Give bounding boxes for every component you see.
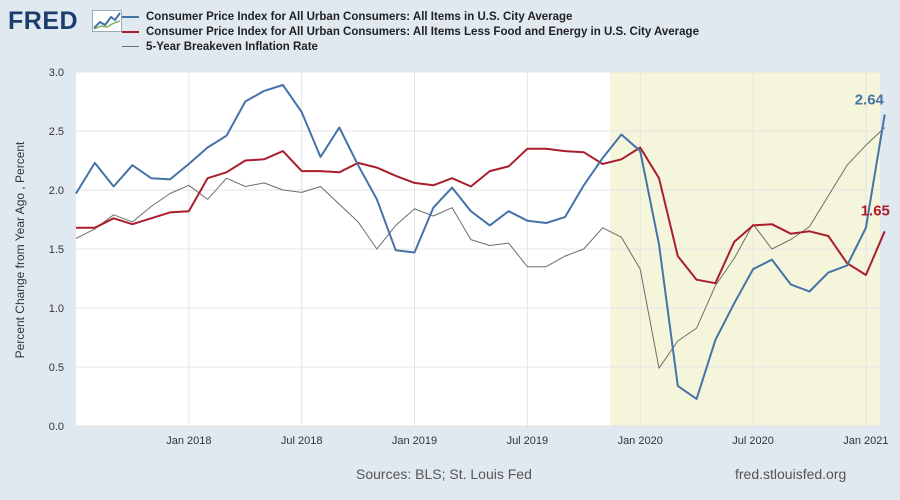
fred-logo-text: FRED [8, 7, 79, 35]
legend-swatch-core [122, 30, 139, 33]
legend-label-core: Consumer Price Index for All Urban Consu… [146, 25, 699, 38]
legend-item-core[interactable]: Consumer Price Index for All Urban Consu… [122, 24, 699, 39]
legend-label-breakeven: 5-Year Breakeven Inflation Rate [146, 40, 318, 53]
y-axis-label: Percent Change from Year Ago , Percent [13, 141, 27, 359]
legend-item-cpi[interactable]: Consumer Price Index for All Urban Consu… [122, 9, 699, 24]
sources-note: Sources: BLS; St. Louis Fed [356, 466, 532, 482]
x-tick-label: Jan 2021 [843, 435, 888, 447]
x-tick-label: Jan 2018 [166, 435, 211, 447]
x-tick-label: Jul 2020 [732, 435, 774, 447]
legend: Consumer Price Index for All Urban Consu… [122, 9, 699, 54]
line-graph-icon [92, 10, 122, 32]
x-tick-label: Jul 2018 [281, 435, 323, 447]
end-label-cpi: 2.64 [855, 91, 885, 108]
legend-swatch-cpi [122, 15, 139, 18]
site-link[interactable]: fred.stlouisfed.org [735, 466, 847, 482]
legend-item-breakeven[interactable]: 5-Year Breakeven Inflation Rate [122, 39, 699, 54]
y-tick-label: 2.5 [49, 126, 64, 138]
series-line-cpi[interactable] [75, 84, 886, 400]
legend-label-cpi: Consumer Price Index for All Urban Consu… [146, 10, 573, 23]
x-tick-label: Jan 2019 [392, 435, 437, 447]
y-tick-label: 1.5 [49, 244, 64, 256]
series-line-breakeven[interactable] [75, 127, 886, 369]
legend-swatch-breakeven [122, 46, 139, 47]
y-tick-label: 3.0 [49, 67, 64, 79]
y-tick-label: 0.5 [49, 362, 64, 374]
x-tick-label: Jul 2019 [507, 435, 549, 447]
y-tick-label: 0.0 [49, 421, 64, 433]
y-tick-label: 1.0 [49, 303, 64, 315]
end-label-core: 1.65 [861, 202, 890, 219]
series-line-core[interactable] [76, 146, 886, 285]
x-tick-label: Jan 2020 [618, 435, 663, 447]
y-tick-label: 2.0 [49, 185, 64, 197]
